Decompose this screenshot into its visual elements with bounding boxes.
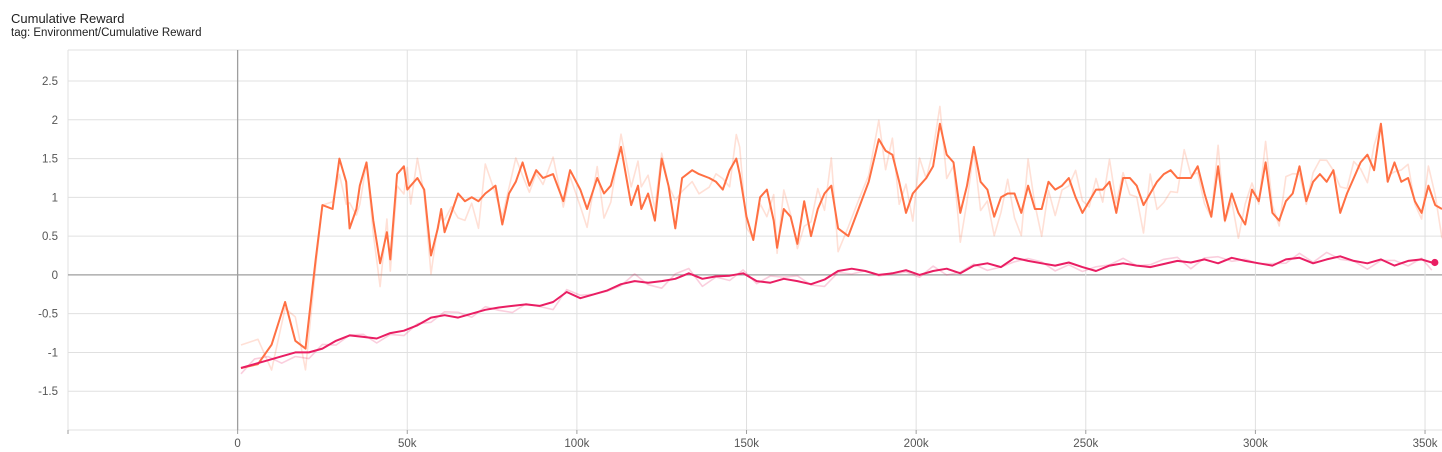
series-line	[240, 122, 1442, 369]
x-tick-label: 250k	[1073, 438, 1098, 450]
y-tick-label: -1.5	[38, 386, 58, 398]
grid-layer	[67, 49, 1442, 434]
y-tick-label: 2.5	[42, 76, 58, 88]
y-tick-label: -0.5	[38, 309, 58, 321]
x-tick-label: 100k	[564, 438, 589, 450]
y-tick-label: 0.5	[42, 231, 58, 243]
y-tick-label: 0	[52, 270, 58, 282]
smoothed-series-layer	[240, 122, 1442, 369]
tick-label-layer: 2.5 2 1.5 1 0.5 0 -0.5 -1 -1.5 0 50k 100k 150k 200k 25…	[38, 76, 1438, 450]
raw-series-layer	[240, 105, 1442, 375]
y-tick-label: -1	[48, 347, 58, 359]
y-tick-label: 1.5	[42, 154, 58, 166]
x-tick-label: 0	[234, 438, 240, 450]
series-line	[240, 255, 1433, 369]
x-tick-label: 50k	[398, 438, 417, 450]
chart-tag-subtitle: tag: Environment/Cumulative Reward	[11, 27, 202, 39]
series-end-marker	[1431, 258, 1439, 267]
x-tick-label: 200k	[904, 438, 929, 450]
raw-series-line	[240, 251, 1433, 375]
chart-title: Cumulative Reward	[11, 11, 125, 26]
y-tick-label: 2	[52, 115, 58, 127]
y-tick-label: 1	[52, 192, 58, 204]
raw-series-line	[240, 105, 1442, 371]
x-tick-label: 300k	[1243, 438, 1268, 450]
x-tick-label: 150k	[734, 438, 759, 450]
x-tick-label: 350k	[1413, 438, 1438, 450]
